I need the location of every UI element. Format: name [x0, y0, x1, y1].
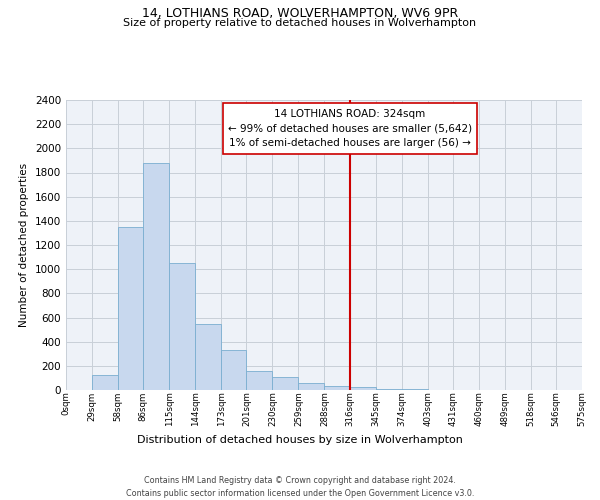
Bar: [325, 386, 350, 390]
Bar: [298, 383, 325, 390]
Bar: [169, 263, 195, 390]
Text: Distribution of detached houses by size in Wolverhampton: Distribution of detached houses by size …: [137, 435, 463, 445]
Bar: [118, 227, 143, 390]
Text: Contains HM Land Registry data © Crown copyright and database right 2024.
Contai: Contains HM Land Registry data © Crown c…: [126, 476, 474, 498]
Bar: [195, 324, 221, 390]
Bar: [272, 378, 298, 390]
Bar: [92, 375, 118, 390]
Bar: [376, 389, 401, 390]
Bar: [221, 350, 247, 390]
Y-axis label: Number of detached properties: Number of detached properties: [19, 163, 29, 327]
Text: 14, LOTHIANS ROAD, WOLVERHAMPTON, WV6 9PR: 14, LOTHIANS ROAD, WOLVERHAMPTON, WV6 9P…: [142, 8, 458, 20]
Text: Size of property relative to detached houses in Wolverhampton: Size of property relative to detached ho…: [124, 18, 476, 28]
Text: 14 LOTHIANS ROAD: 324sqm
← 99% of detached houses are smaller (5,642)
1% of semi: 14 LOTHIANS ROAD: 324sqm ← 99% of detach…: [228, 108, 472, 148]
Bar: [143, 163, 169, 390]
Bar: [247, 370, 272, 390]
Bar: [350, 387, 376, 390]
